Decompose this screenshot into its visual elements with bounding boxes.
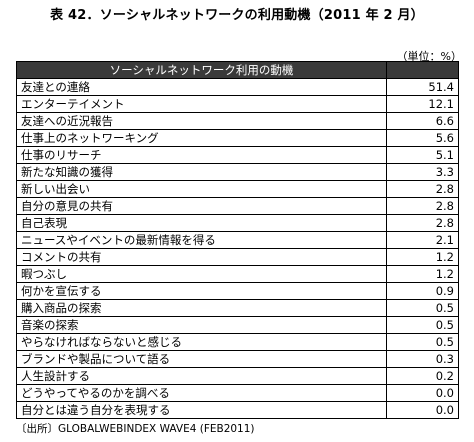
table-row: どうやってやるのかを調べる 0.0 bbox=[16, 384, 459, 402]
row-label: 仕事上のネットワーキング bbox=[16, 129, 387, 147]
table-row: 暇つぶし 1.2 bbox=[16, 265, 459, 283]
table-row: 友達への近況報告 6.6 bbox=[16, 112, 459, 130]
row-value: 2.8 bbox=[386, 214, 459, 232]
row-value: 5.6 bbox=[386, 129, 459, 147]
row-value: 12.1 bbox=[386, 95, 459, 113]
table-row: ニュースやイベントの最新情報を得る 2.1 bbox=[16, 231, 459, 249]
row-value: 0.2 bbox=[386, 367, 459, 385]
row-value: 1.2 bbox=[386, 248, 459, 266]
table-row: 自己表現 2.8 bbox=[16, 214, 459, 232]
table-row: 仕事上のネットワーキング 5.6 bbox=[16, 129, 459, 147]
row-value: 0.5 bbox=[386, 333, 459, 351]
row-value: 2.8 bbox=[386, 197, 459, 215]
row-value: 0.5 bbox=[386, 299, 459, 317]
row-value: 0.3 bbox=[386, 350, 459, 368]
row-value: 5.1 bbox=[386, 146, 459, 164]
motivation-table: ソーシャルネットワーク利用の動機 友達との連絡 51.4 エンターテイメント 12.1… bbox=[16, 61, 459, 419]
row-label: 音楽の探索 bbox=[16, 316, 387, 334]
row-label: 暇つぶし bbox=[16, 265, 387, 283]
row-label: 自分とは違う自分を表現する bbox=[16, 401, 387, 419]
row-label: 購入商品の探索 bbox=[16, 299, 387, 317]
table-row: エンターテイメント 12.1 bbox=[16, 95, 459, 113]
table-row: 何かを宣伝する 0.9 bbox=[16, 282, 459, 300]
row-value: 2.8 bbox=[386, 180, 459, 198]
header-motivation: ソーシャルネットワーク利用の動機 bbox=[16, 61, 387, 79]
row-label: 自己表現 bbox=[16, 214, 387, 232]
table-body: 友達との連絡 51.4 エンターテイメント 12.1 友達への近況報告 6.6 仕事上のネッ… bbox=[16, 78, 459, 419]
row-value: 2.1 bbox=[386, 231, 459, 249]
row-value: 3.3 bbox=[386, 163, 459, 181]
row-value: 0.9 bbox=[386, 282, 459, 300]
row-label: 人生設計する bbox=[16, 367, 387, 385]
table-row: 自分とは違う自分を表現する 0.0 bbox=[16, 401, 459, 419]
row-label: ニュースやイベントの最新情報を得る bbox=[16, 231, 387, 249]
row-label: 何かを宣伝する bbox=[16, 282, 387, 300]
table-header-row: ソーシャルネットワーク利用の動機 bbox=[16, 61, 459, 79]
row-value: 0.0 bbox=[386, 384, 459, 402]
row-label: やらなければならないと感じる bbox=[16, 333, 387, 351]
table-row: 新しい出会い 2.8 bbox=[16, 180, 459, 198]
row-value: 0.5 bbox=[386, 316, 459, 334]
table-row: ブランドや製品について語る 0.3 bbox=[16, 350, 459, 368]
row-value: 6.6 bbox=[386, 112, 459, 130]
table-row: やらなければならないと感じる 0.5 bbox=[16, 333, 459, 351]
table-row: 購入商品の探索 0.5 bbox=[16, 299, 459, 317]
row-label: 仕事のリサーチ bbox=[16, 146, 387, 164]
row-label: どうやってやるのかを調べる bbox=[16, 384, 387, 402]
unit-label: （単位：%） bbox=[396, 50, 462, 63]
row-value: 0.0 bbox=[386, 401, 459, 419]
source-note: 〔出所〕GLOBALWEBINDEX WAVE4 (FEB2011) bbox=[16, 423, 255, 435]
table-row: 音楽の探索 0.5 bbox=[16, 316, 459, 334]
table-row: 自分の意見の共有 2.8 bbox=[16, 197, 459, 215]
row-label: コメントの共有 bbox=[16, 248, 387, 266]
table-row: 新たな知識の獲得 3.3 bbox=[16, 163, 459, 181]
row-label: 自分の意見の共有 bbox=[16, 197, 387, 215]
row-value: 51.4 bbox=[386, 78, 459, 96]
row-label: 新しい出会い bbox=[16, 180, 387, 198]
table-row: 友達との連絡 51.4 bbox=[16, 78, 459, 96]
row-label: 友達への近況報告 bbox=[16, 112, 387, 130]
chart-title: 表 42．ソーシャルネットワークの利用動機（2011 年 2 月） bbox=[50, 8, 424, 23]
row-label: 新たな知識の獲得 bbox=[16, 163, 387, 181]
table-row: 仕事のリサーチ 5.1 bbox=[16, 146, 459, 164]
row-label: エンターテイメント bbox=[16, 95, 387, 113]
header-value bbox=[386, 61, 459, 79]
row-label: 友達との連絡 bbox=[16, 78, 387, 96]
row-label: ブランドや製品について語る bbox=[16, 350, 387, 368]
row-value: 1.2 bbox=[386, 265, 459, 283]
table-row: 人生設計する 0.2 bbox=[16, 367, 459, 385]
table-row: コメントの共有 1.2 bbox=[16, 248, 459, 266]
